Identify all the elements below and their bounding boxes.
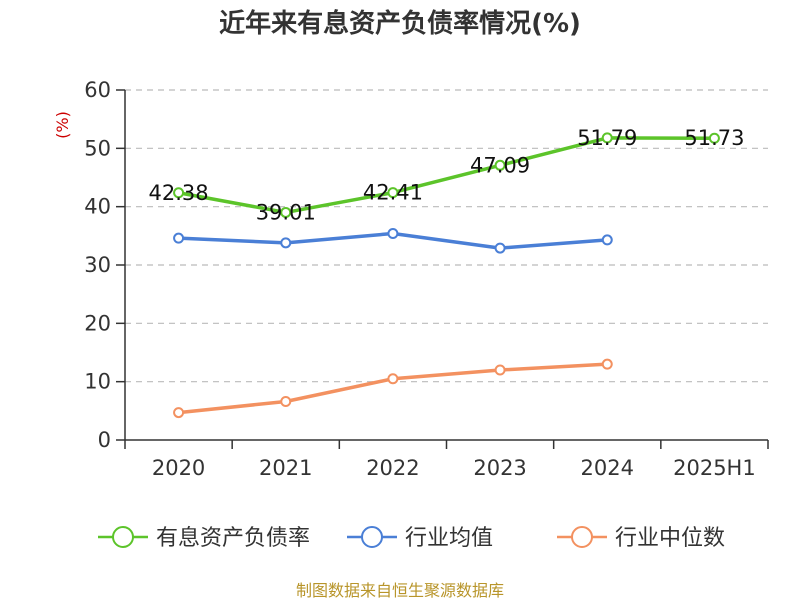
data-point [173, 187, 185, 199]
data-point [173, 232, 185, 244]
data-point [387, 187, 399, 199]
x-tick-label: 2022 [366, 456, 419, 480]
data-point [601, 132, 613, 144]
data-label: 47.09 [470, 153, 530, 177]
x-tick-label: 2024 [581, 456, 634, 480]
x-tick-label: 2025H1 [673, 456, 756, 480]
legend-marker [571, 526, 593, 548]
legend-item[interactable]: 有息资产负债率 [98, 526, 310, 551]
data-label: 39.01 [256, 200, 316, 224]
data-point [387, 373, 399, 385]
chart-title: 近年来有息资产负债率情况(%) [219, 8, 581, 39]
data-labels: 42.38 39.01 42.41 47.09 51.79 51.73 [149, 126, 745, 225]
x-tick-label: 2021 [259, 456, 312, 480]
legend: 有息资产负债率 行业均值 行业中位数 [98, 526, 725, 551]
data-label: 42.38 [149, 181, 209, 205]
y-tick-label: 60 [84, 78, 111, 102]
source-note: 制图数据来自恒生聚源数据库 [296, 581, 504, 600]
data-point [601, 358, 613, 370]
data-point [494, 242, 506, 254]
data-point [601, 234, 613, 246]
series-lines [173, 132, 720, 419]
data-point [173, 407, 185, 419]
data-point [494, 159, 506, 171]
data-label: 51.79 [577, 126, 637, 150]
y-tick-label: 40 [84, 195, 111, 219]
y-tick-label: 20 [84, 311, 111, 335]
series-line [176, 136, 717, 215]
axes: 0 10 20 30 40 50 60 2020 2021 2022 2023 2024 2025H1 [84, 78, 769, 480]
legend-item[interactable]: 行业中位数 [557, 526, 725, 551]
data-point [708, 132, 720, 144]
legend-marker [112, 526, 134, 548]
y-tick-label: 0 [98, 428, 111, 452]
legend-item[interactable]: 行业均值 [347, 526, 493, 551]
data-point [387, 228, 399, 239]
y-tick-label: 50 [84, 136, 111, 160]
grid-lines [125, 89, 768, 383]
legend-label: 行业中位数 [615, 526, 725, 551]
data-label: 42.41 [363, 181, 423, 205]
legend-marker [361, 526, 383, 548]
legend-label: 行业均值 [405, 526, 493, 551]
x-tick-label: 2023 [473, 456, 526, 480]
x-tick-label: 2020 [152, 456, 205, 480]
series-line [176, 362, 609, 415]
data-point [280, 396, 292, 407]
y-tick-label: 10 [84, 370, 111, 394]
legend-label: 有息资产负债率 [156, 526, 310, 551]
y-tick-label: 30 [84, 253, 111, 277]
data-label: 51.73 [684, 126, 744, 150]
data-point [280, 237, 292, 249]
data-point [280, 206, 292, 218]
y-axis-unit: (%) [53, 111, 72, 139]
data-point [494, 364, 506, 376]
